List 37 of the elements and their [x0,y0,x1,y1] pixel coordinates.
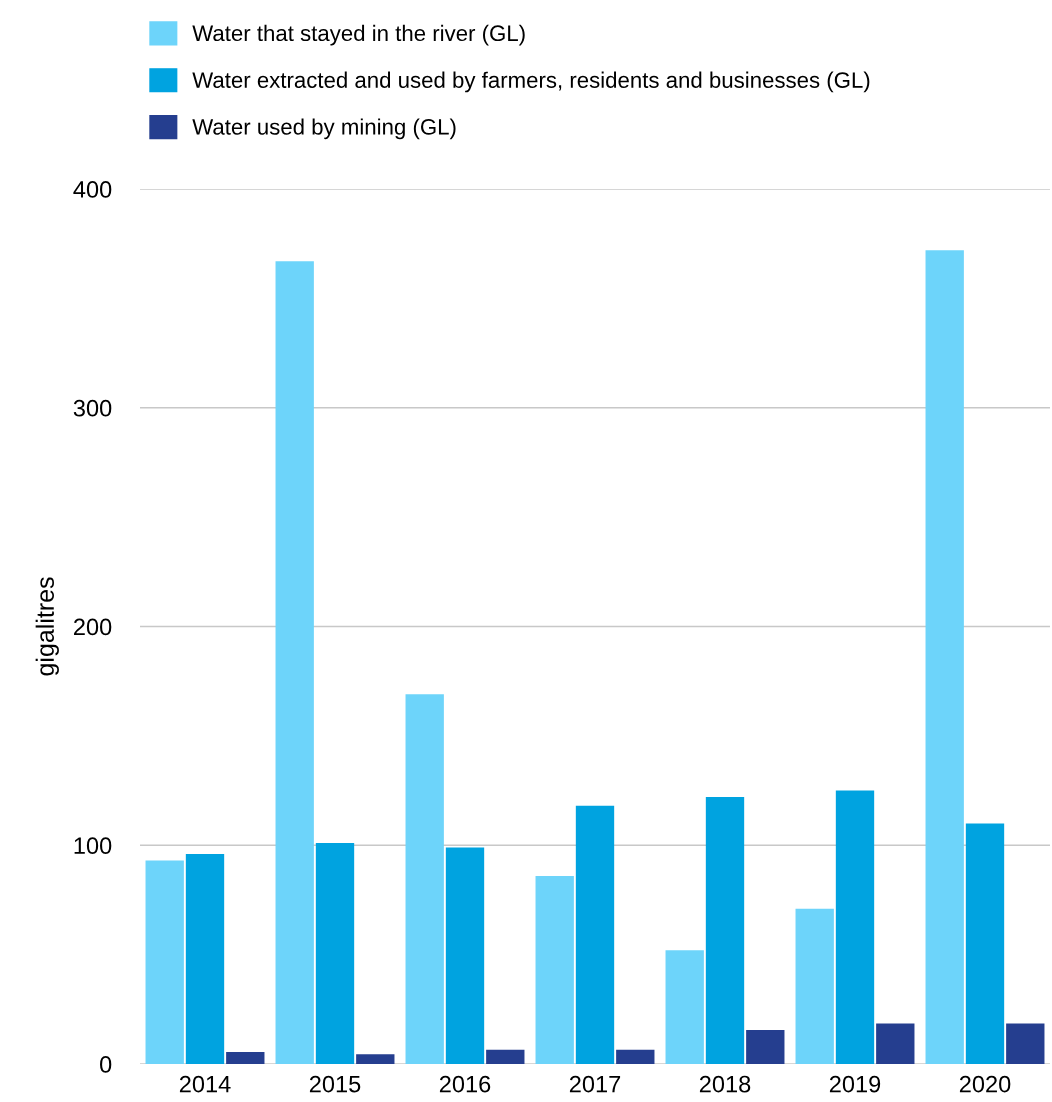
bar [445,847,485,1064]
bar [575,805,615,1064]
bar [965,823,1005,1064]
x-tick-label: 2016 [439,1075,491,1093]
bar [746,1030,785,1064]
legend-label: Water extracted and used by farmers, residents and businesses (GL) [192,71,870,93]
bar [356,1054,395,1064]
bar [535,875,574,1064]
x-tick-label: 2020 [959,1075,1011,1093]
bar [315,843,355,1064]
y-tick-label: 100 [74,837,112,855]
bar [185,854,225,1064]
y-tick-label: 300 [73,399,112,417]
y-tick-label: 0 [100,1056,112,1073]
legend-label: Water that stayed in the river (GL) [192,24,525,46]
bar [795,908,834,1064]
x-tick-label: 2015 [309,1075,361,1093]
y-tick-label: 200 [74,618,112,636]
bar [616,1049,655,1064]
y-axis-title: gigalitres [35,577,59,676]
bar [486,1049,525,1064]
bar [226,1051,265,1064]
y-tick-label: 400 [73,181,112,198]
x-tick-label: 2017 [569,1075,621,1093]
x-tick-label: 2018 [699,1075,751,1093]
bar [1006,1023,1045,1064]
bar [665,950,704,1064]
bar [275,261,314,1064]
bar [405,694,444,1064]
bar [145,860,184,1064]
bar [835,790,875,1064]
legend-label: Water used by mining (GL) [192,118,456,140]
bar [705,797,745,1064]
bar [876,1023,915,1064]
x-tick-label: 2019 [829,1075,881,1093]
x-tick-label: 2014 [179,1075,231,1093]
bar [925,250,964,1064]
